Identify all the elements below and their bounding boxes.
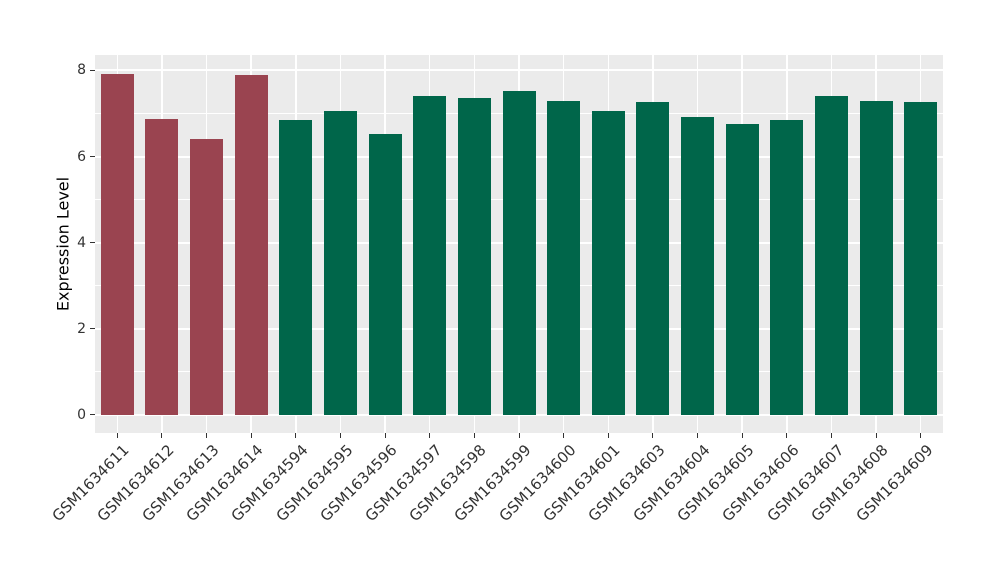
bar xyxy=(145,119,179,415)
bar xyxy=(368,134,402,415)
y-tick-mark xyxy=(90,69,95,71)
bar xyxy=(279,120,313,415)
bar xyxy=(681,117,715,415)
y-tick-mark xyxy=(90,414,95,416)
bar xyxy=(190,138,224,415)
bar xyxy=(413,96,447,415)
bar xyxy=(591,110,625,415)
x-tick-mark xyxy=(206,433,208,438)
x-tick-mark xyxy=(518,433,520,438)
x-tick-mark xyxy=(339,433,341,438)
x-tick-mark xyxy=(295,433,297,438)
x-tick-mark xyxy=(116,433,118,438)
bar xyxy=(234,74,268,415)
x-tick-label-text: GSM1634611 xyxy=(48,441,134,526)
x-tick-mark xyxy=(830,433,832,438)
bar xyxy=(770,120,804,415)
bar xyxy=(457,97,491,415)
bar xyxy=(636,102,670,415)
x-tick-mark xyxy=(384,433,386,438)
x-tick-mark xyxy=(563,433,565,438)
bar xyxy=(323,110,357,415)
y-tick-mark xyxy=(90,156,95,158)
y-tick-mark xyxy=(90,328,95,330)
y-tick-label: 8 xyxy=(77,62,86,79)
y-tick-label: 2 xyxy=(77,320,86,337)
bar xyxy=(100,73,134,415)
bar xyxy=(725,123,759,415)
y-tick-label: 0 xyxy=(77,406,86,423)
x-tick-mark xyxy=(473,433,475,438)
x-tick-label-text: GSM1634608 xyxy=(807,441,892,526)
x-tick-mark xyxy=(786,433,788,438)
bar xyxy=(859,101,893,415)
x-tick-mark xyxy=(875,433,877,438)
y-tick-label: 6 xyxy=(77,148,86,165)
x-tick-mark xyxy=(161,433,163,438)
y-tick-label: 4 xyxy=(77,234,86,251)
x-tick-mark xyxy=(429,433,431,438)
y-tick-mark xyxy=(90,242,95,244)
plot-panel xyxy=(95,55,943,433)
x-tick-mark xyxy=(741,433,743,438)
x-tick-mark xyxy=(250,433,252,438)
x-tick-mark xyxy=(607,433,609,438)
bar xyxy=(814,96,848,415)
bar xyxy=(502,91,536,415)
bar xyxy=(547,101,581,415)
x-tick-mark xyxy=(697,433,699,438)
x-tick-mark xyxy=(652,433,654,438)
bar xyxy=(904,102,938,415)
x-tick-mark xyxy=(920,433,922,438)
